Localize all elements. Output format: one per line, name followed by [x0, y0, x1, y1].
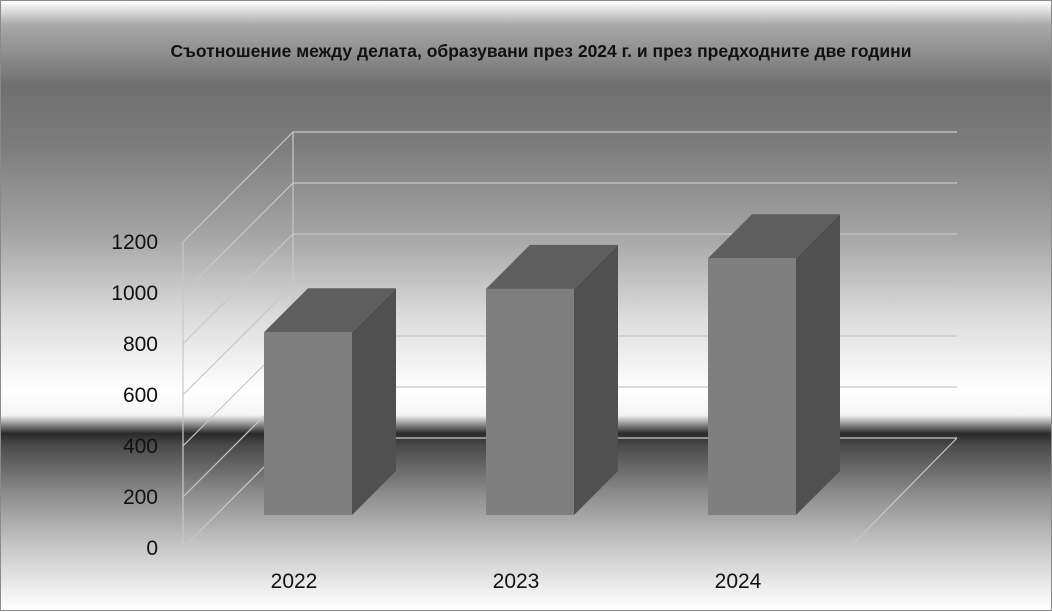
side-wall-line-1200 — [182, 131, 294, 243]
side-wall-line-1000 — [182, 182, 294, 294]
y-tick-label-1200: 1200 — [111, 231, 158, 254]
side-wall-line-800 — [182, 233, 294, 345]
y-tick-label-400: 400 — [123, 435, 158, 458]
side-wall-line-600 — [182, 284, 294, 396]
x-tick-label-2022: 2022 — [271, 570, 318, 593]
bar-2024 — [708, 258, 796, 515]
y-tick-label-200: 200 — [123, 486, 158, 509]
y-tick-label-800: 800 — [123, 333, 158, 356]
bar-side-2022 — [352, 288, 396, 515]
x-tick-label-2023: 2023 — [493, 570, 540, 593]
chart-title: Съотношение между делата, образувани пре… — [170, 41, 912, 61]
y-tick-label-0: 0 — [146, 537, 158, 560]
y-tick-label-600: 600 — [123, 384, 158, 407]
bar-side-2023 — [574, 244, 618, 515]
x-tick-label-2024: 2024 — [715, 570, 762, 593]
bar-top-2022 — [264, 288, 396, 333]
bar-top-2023 — [486, 244, 618, 289]
bar-top-2024 — [708, 214, 840, 259]
y-tick-label-1000: 1000 — [111, 282, 158, 305]
bar-2022 — [264, 332, 352, 515]
bar-2023 — [486, 288, 574, 515]
floor-right-edge — [848, 437, 958, 549]
bar-side-2024 — [796, 214, 840, 515]
